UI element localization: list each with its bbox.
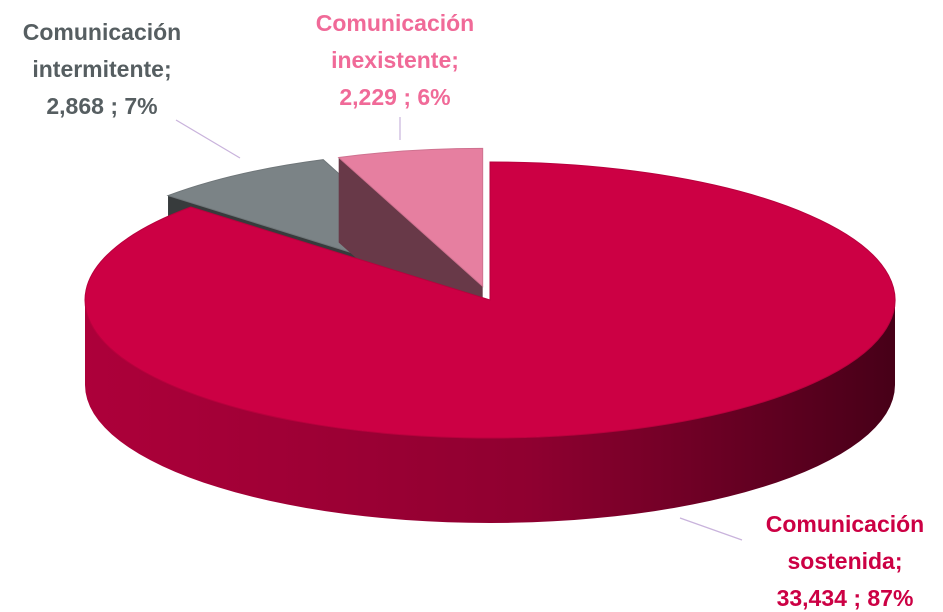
category-label: Comunicación sostenida; xyxy=(766,511,924,574)
slice-top xyxy=(84,161,896,439)
slice xyxy=(84,161,896,523)
value-label: 2,229 ; 6% xyxy=(339,84,450,110)
value-label: 2,868 ; 7% xyxy=(46,93,157,119)
category-label: Comunicación inexistente; xyxy=(316,10,474,73)
category-label: Comunicación intermitente; xyxy=(23,19,181,82)
slice-side xyxy=(85,300,895,523)
slice-top xyxy=(337,147,484,288)
leader-line xyxy=(679,517,743,541)
value-label: 33,434 ; 87% xyxy=(777,585,914,611)
leader-line xyxy=(175,119,241,159)
